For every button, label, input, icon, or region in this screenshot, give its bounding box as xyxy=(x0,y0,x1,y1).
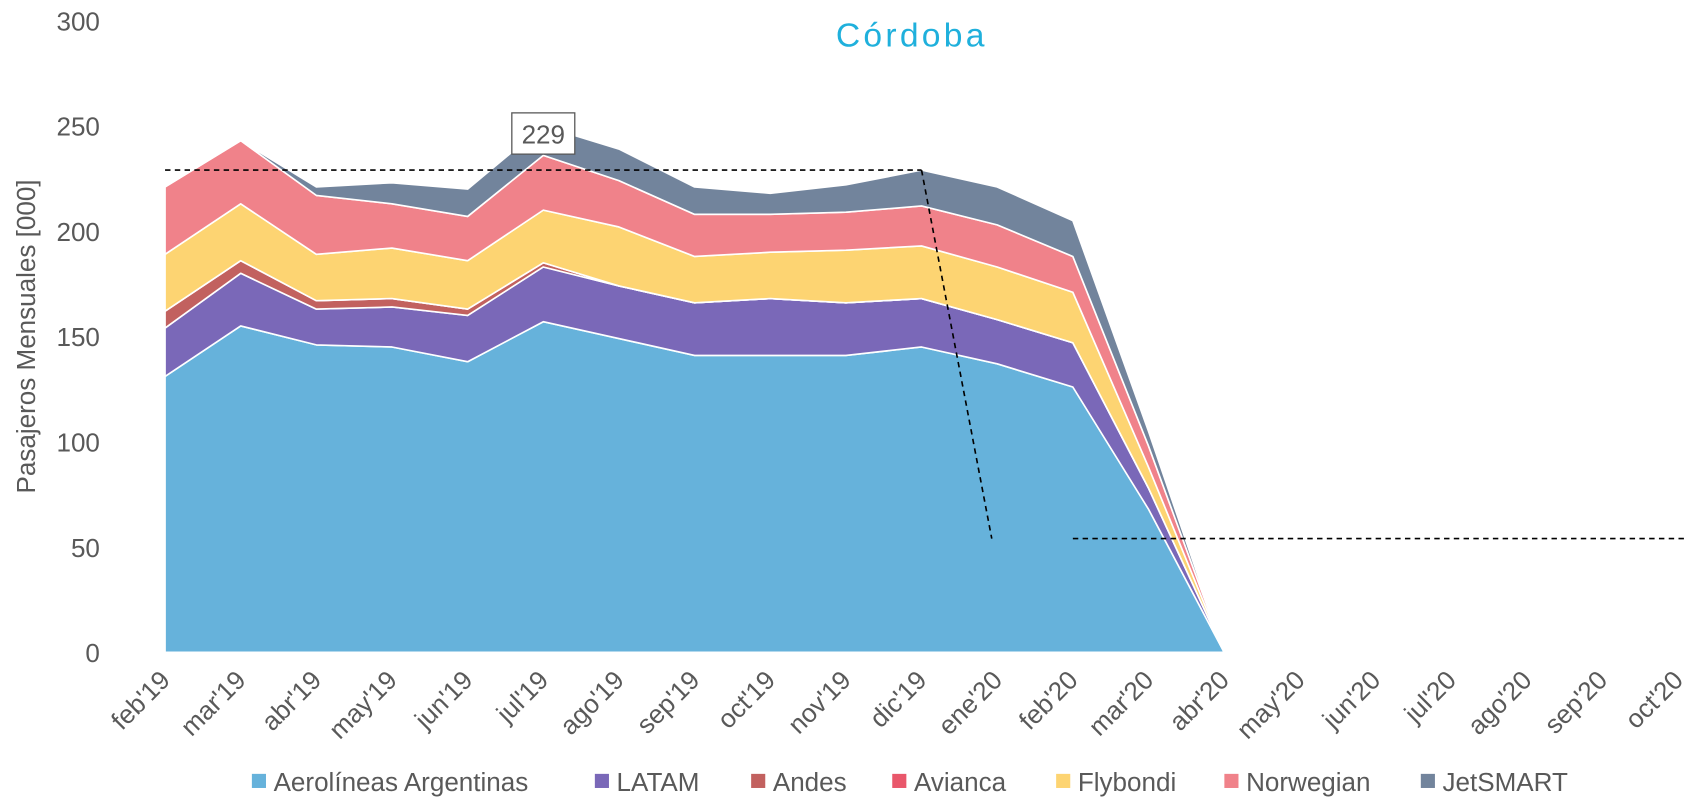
y-tick-label: 50 xyxy=(71,533,100,563)
legend-label: Andes xyxy=(773,767,847,797)
x-tick-label: jul'20 xyxy=(1398,665,1462,729)
x-tick-label: may'20 xyxy=(1231,665,1311,745)
chart-title: Córdoba xyxy=(836,18,988,55)
x-tick-label: abr'19 xyxy=(255,665,327,737)
x-tick-label: oct'19 xyxy=(711,665,781,735)
legend-label: Norwegian xyxy=(1246,767,1370,797)
x-tick-label: mar'20 xyxy=(1082,665,1159,742)
legend-swatch xyxy=(251,773,266,788)
x-tick-label: sep'20 xyxy=(1538,665,1613,740)
x-tick-label: sep'19 xyxy=(630,665,705,740)
x-tick-label: ago'19 xyxy=(554,665,630,741)
y-axis-label: Pasajeros Mensuales [000] xyxy=(11,179,41,493)
x-tick-label: jun'20 xyxy=(1316,665,1386,735)
x-tick-label: abr'20 xyxy=(1163,665,1235,737)
legend-swatch xyxy=(1224,773,1239,788)
y-tick-label: 250 xyxy=(56,112,99,142)
x-tick-label: jul'19 xyxy=(490,665,554,729)
y-tick-label: 100 xyxy=(56,428,99,458)
x-tick-label: nov'19 xyxy=(782,665,857,740)
x-tick-label: mar'19 xyxy=(175,665,252,742)
legend-swatch xyxy=(1420,773,1435,788)
legend-swatch xyxy=(892,773,907,788)
y-tick-label: 300 xyxy=(56,6,99,36)
legend-swatch xyxy=(594,773,609,788)
x-tick-label: may'19 xyxy=(323,665,403,745)
annotation-connector xyxy=(920,169,993,539)
x-tick-label: feb'20 xyxy=(1013,665,1084,736)
x-tick-label: feb'19 xyxy=(105,665,176,736)
y-tick-label: 200 xyxy=(56,217,99,247)
legend-label: Aerolíneas Argentinas xyxy=(274,767,529,797)
legend-swatch xyxy=(751,773,766,788)
legend-label: LATAM xyxy=(617,767,700,797)
annotation-box xyxy=(511,112,576,155)
legend-swatch xyxy=(1056,773,1071,788)
x-tick-label: oct'20 xyxy=(1619,665,1689,735)
annotation-label: 229 xyxy=(522,119,565,149)
y-tick-label: 150 xyxy=(56,322,99,352)
legend-label: JetSMART xyxy=(1443,767,1568,797)
x-tick-label: ene'20 xyxy=(932,665,1008,741)
x-tick-label: jun'19 xyxy=(408,665,478,735)
y-tick-label: 0 xyxy=(85,638,99,668)
legend-label: Avianca xyxy=(914,767,1007,797)
x-tick-label: ago'20 xyxy=(1462,665,1538,741)
legend-label: Flybondi xyxy=(1078,767,1176,797)
x-tick-label: dic'19 xyxy=(864,665,933,734)
